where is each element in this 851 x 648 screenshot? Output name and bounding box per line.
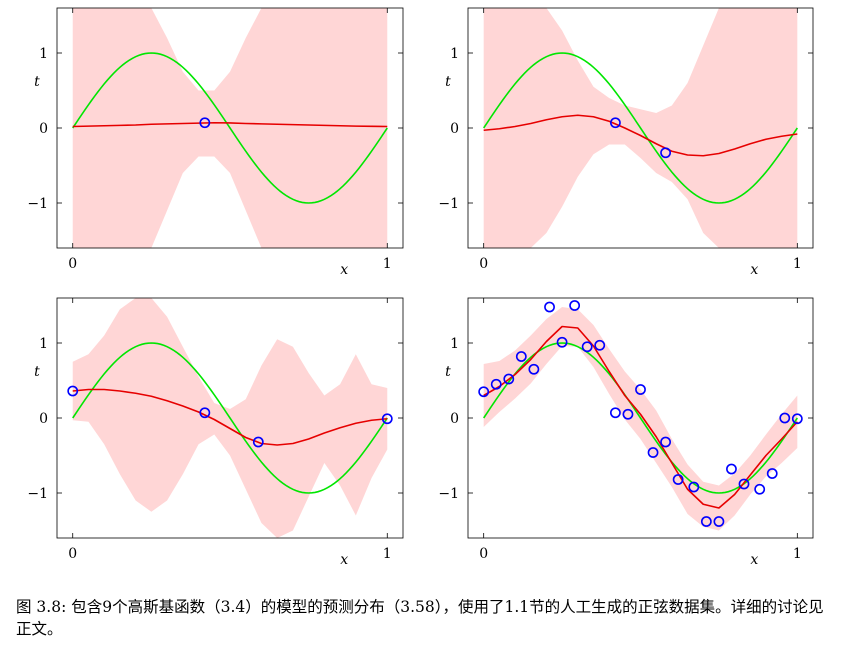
x-tick-label: 1 — [383, 546, 392, 562]
true-function-curve — [72, 52, 388, 204]
y-tick-label: 0 — [450, 121, 459, 137]
data-point — [610, 407, 621, 419]
y-axis-label: t — [34, 364, 40, 380]
plot-area — [483, 8, 798, 248]
data-point — [594, 339, 606, 351]
x-tick-label: 1 — [793, 256, 802, 272]
y-axis-label: t — [34, 74, 40, 90]
data-point — [713, 516, 725, 527]
data-point — [647, 447, 659, 458]
predictive-mean-curve — [72, 388, 388, 446]
data-point — [478, 386, 490, 398]
panel-4: 1 0 −1 0 1 x t — [438, 297, 814, 568]
predictive-mean-curve — [483, 325, 798, 509]
x-tick-label: 1 — [383, 256, 392, 272]
y-tick-label: 0 — [39, 411, 48, 427]
x-tick-label: 0 — [68, 256, 77, 272]
data-point — [67, 385, 79, 397]
data-point — [726, 463, 737, 475]
data-point — [199, 407, 211, 419]
y-tick-label: 0 — [39, 121, 48, 137]
panel-2: 1 0 −1 0 1 x t — [438, 7, 814, 278]
y-tick-label: 0 — [450, 411, 459, 427]
data-point — [791, 413, 803, 425]
data-point — [660, 436, 671, 448]
y-tick-label: −1 — [27, 486, 48, 502]
data-point — [544, 301, 555, 313]
x-tick-label: 0 — [68, 546, 77, 562]
predictive-mean-curve — [72, 121, 388, 128]
data-point — [490, 378, 502, 390]
data-point — [766, 468, 778, 479]
y-tick-label: 1 — [39, 46, 48, 62]
data-point — [635, 384, 646, 395]
x-axis-label: x — [340, 262, 348, 278]
data-point — [581, 341, 593, 353]
y-tick-label: −1 — [438, 486, 459, 502]
data-point — [754, 483, 766, 495]
data-point — [610, 117, 621, 129]
figure-caption: 图 3.8: 包含9个高斯基函数（3.4）的模型的预测分布（3.58），使用了1… — [16, 598, 824, 638]
y-tick-label: 1 — [450, 46, 459, 62]
x-tick-label: 0 — [479, 256, 488, 272]
true-function-curve — [483, 52, 798, 204]
x-axis-label: x — [750, 552, 758, 568]
data-point — [556, 336, 568, 348]
data-point — [381, 413, 393, 425]
data-point — [252, 436, 264, 448]
plot-area — [483, 307, 798, 531]
data-point — [660, 147, 671, 159]
panel-1: 1 0 −1 0 1 x t — [27, 7, 404, 278]
x-tick-label: 1 — [793, 546, 802, 562]
y-tick-label: 1 — [450, 336, 459, 352]
data-point — [688, 481, 700, 493]
data-point — [700, 516, 712, 527]
predictive-mean-curve — [483, 114, 798, 157]
true-function-curve — [72, 342, 388, 494]
y-tick-label: −1 — [438, 196, 459, 212]
y-tick-label: −1 — [27, 196, 48, 212]
y-tick-label: 1 — [39, 336, 48, 352]
data-point — [515, 351, 527, 362]
data-point — [199, 117, 211, 129]
data-point — [503, 373, 515, 385]
data-point — [528, 363, 540, 375]
plot-area — [72, 298, 388, 538]
x-tick-label: 0 — [479, 546, 488, 562]
panel-3: 1 0 −1 0 1 x t — [27, 297, 404, 568]
x-axis-label: x — [340, 552, 348, 568]
plot-area — [72, 8, 388, 248]
y-axis-label: t — [445, 364, 451, 380]
data-point — [738, 478, 750, 490]
data-point — [622, 408, 634, 420]
x-axis-label: x — [750, 262, 758, 278]
figure-panels: 1 0 −1 0 1 x t 1 0 −1 0 1 x t 1 0 −1 0 1 x t 1 0 −1 0 1 x t — [27, 7, 814, 568]
data-point — [672, 474, 684, 485]
y-axis-label: t — [445, 74, 451, 90]
data-point — [569, 300, 581, 311]
data-point — [779, 412, 791, 424]
